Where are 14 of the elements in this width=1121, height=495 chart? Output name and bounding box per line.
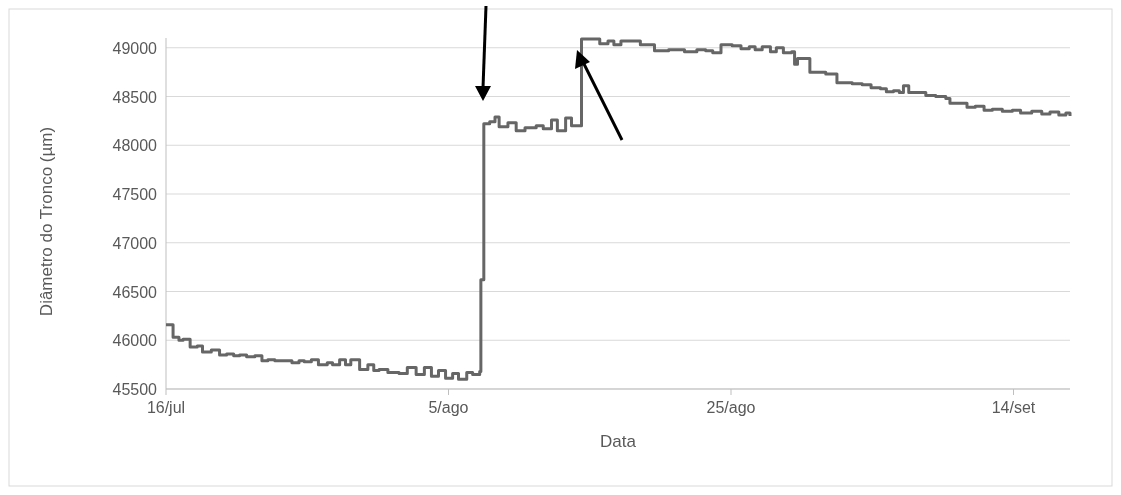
y-tick-label: 48500: [112, 88, 158, 106]
y-tick-label: 45500: [112, 381, 158, 398]
x-axis-title: Data: [600, 432, 637, 451]
y-tick-label: 48000: [112, 137, 158, 155]
y-tick-label: 49000: [112, 39, 158, 57]
x-tick-label: 16/jul: [146, 399, 186, 416]
x-tick-label: 5/ago: [428, 399, 469, 416]
x-tick-label: 14/set: [991, 399, 1036, 416]
y-tick-label: 46500: [112, 283, 158, 301]
y-tick-label: 47000: [112, 234, 158, 252]
x-tick-label: 25/ago: [706, 399, 756, 416]
y-axis-title: Diâmetro do Tronco (µm): [37, 126, 56, 317]
y-tick-label: 46000: [112, 332, 158, 350]
y-tick-label: 47500: [112, 186, 158, 203]
